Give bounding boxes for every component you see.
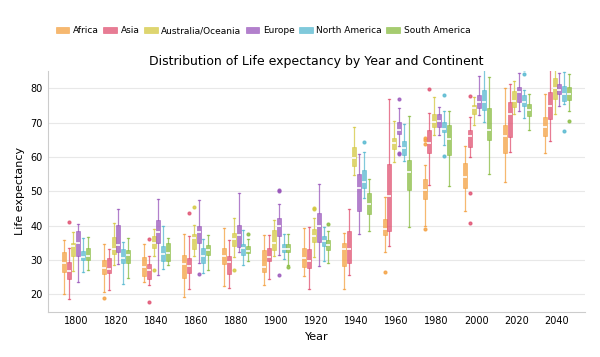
PathPatch shape <box>277 218 281 236</box>
PathPatch shape <box>187 258 191 273</box>
PathPatch shape <box>166 243 170 261</box>
PathPatch shape <box>161 246 165 261</box>
PathPatch shape <box>427 130 431 153</box>
PathPatch shape <box>112 237 116 255</box>
PathPatch shape <box>232 233 236 246</box>
PathPatch shape <box>67 262 71 279</box>
PathPatch shape <box>347 231 351 263</box>
Y-axis label: Life expectancy: Life expectancy <box>15 147 25 235</box>
PathPatch shape <box>508 102 512 137</box>
PathPatch shape <box>388 164 391 231</box>
PathPatch shape <box>362 170 366 188</box>
PathPatch shape <box>322 236 326 246</box>
PathPatch shape <box>482 90 486 110</box>
Legend: Africa, Asia, Australia/Oceania, Europe, North America, South America: Africa, Asia, Australia/Oceania, Europe,… <box>52 22 474 39</box>
PathPatch shape <box>503 125 507 153</box>
PathPatch shape <box>562 86 566 101</box>
PathPatch shape <box>407 160 410 190</box>
PathPatch shape <box>352 147 356 166</box>
PathPatch shape <box>357 174 361 211</box>
PathPatch shape <box>206 245 210 256</box>
PathPatch shape <box>446 125 451 155</box>
PathPatch shape <box>81 251 85 260</box>
PathPatch shape <box>246 246 250 253</box>
PathPatch shape <box>262 250 266 272</box>
PathPatch shape <box>286 244 290 252</box>
PathPatch shape <box>227 256 231 273</box>
Title: Distribution of Life expectancy by Year and Continent: Distribution of Life expectancy by Year … <box>149 55 484 69</box>
PathPatch shape <box>267 248 271 261</box>
PathPatch shape <box>467 130 472 147</box>
PathPatch shape <box>281 244 286 252</box>
PathPatch shape <box>272 230 276 250</box>
PathPatch shape <box>107 258 111 273</box>
PathPatch shape <box>367 193 371 214</box>
PathPatch shape <box>517 87 521 102</box>
PathPatch shape <box>86 248 90 260</box>
PathPatch shape <box>512 91 517 107</box>
PathPatch shape <box>402 141 406 155</box>
PathPatch shape <box>487 107 491 140</box>
PathPatch shape <box>567 87 571 100</box>
PathPatch shape <box>463 163 467 188</box>
PathPatch shape <box>236 225 241 247</box>
PathPatch shape <box>197 226 200 243</box>
PathPatch shape <box>222 248 226 265</box>
PathPatch shape <box>312 229 316 242</box>
PathPatch shape <box>442 122 446 132</box>
PathPatch shape <box>397 122 401 134</box>
PathPatch shape <box>147 264 151 279</box>
PathPatch shape <box>126 250 130 263</box>
PathPatch shape <box>202 248 205 263</box>
PathPatch shape <box>121 249 125 263</box>
PathPatch shape <box>548 92 552 119</box>
PathPatch shape <box>437 114 441 127</box>
PathPatch shape <box>553 77 557 99</box>
PathPatch shape <box>557 84 562 94</box>
PathPatch shape <box>383 219 386 235</box>
PathPatch shape <box>102 260 106 273</box>
PathPatch shape <box>317 213 321 242</box>
PathPatch shape <box>76 231 80 256</box>
PathPatch shape <box>307 249 311 268</box>
PathPatch shape <box>192 234 196 249</box>
PathPatch shape <box>343 243 346 266</box>
PathPatch shape <box>241 244 245 255</box>
PathPatch shape <box>152 236 155 248</box>
PathPatch shape <box>543 117 547 136</box>
PathPatch shape <box>392 138 396 149</box>
PathPatch shape <box>326 240 331 250</box>
PathPatch shape <box>142 257 146 276</box>
PathPatch shape <box>527 104 531 116</box>
PathPatch shape <box>157 220 160 243</box>
X-axis label: Year: Year <box>305 332 328 342</box>
PathPatch shape <box>477 95 481 108</box>
PathPatch shape <box>472 105 476 114</box>
PathPatch shape <box>71 243 76 256</box>
PathPatch shape <box>62 252 66 272</box>
PathPatch shape <box>302 248 307 267</box>
PathPatch shape <box>182 255 186 278</box>
PathPatch shape <box>432 114 436 127</box>
PathPatch shape <box>422 179 427 199</box>
PathPatch shape <box>116 225 121 252</box>
PathPatch shape <box>522 95 526 106</box>
